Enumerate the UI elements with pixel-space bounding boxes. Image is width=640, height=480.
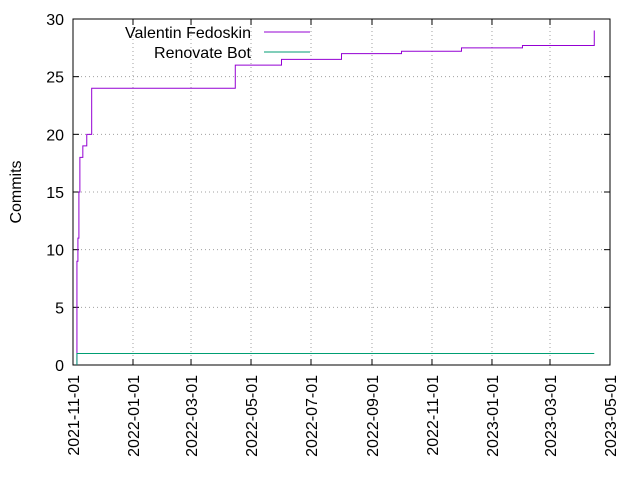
x-tick-label: 2021-11-01	[66, 375, 83, 456]
y-tick-label: 5	[55, 300, 64, 317]
x-tick-label: 2022-01-01	[126, 375, 143, 457]
x-tick-label: 2022-09-01	[365, 375, 382, 457]
series-line-1	[76, 30, 595, 365]
axis-ticks: 0 5 10 15 20 25 30 2021-11-01 2022-01-01 2022-03-…	[46, 12, 620, 457]
x-tick-label: 2022-03-01	[184, 375, 201, 457]
x-tick-label: 2022-05-01	[244, 375, 261, 457]
x-tick-label: 2022-07-01	[304, 375, 321, 457]
series-layer	[76, 30, 595, 365]
legend-label-1: Valentin Fedoskin	[125, 25, 251, 42]
y-tick-label: 25	[46, 70, 64, 87]
y-tick-label: 0	[55, 358, 64, 375]
series-line-2	[76, 352, 595, 365]
y-tick-label: 15	[46, 185, 64, 202]
legend: Valentin Fedoskin Renovate Bot	[125, 25, 310, 62]
y-tick-label: 20	[46, 127, 64, 144]
x-tick-label: 2023-03-01	[543, 375, 560, 457]
x-tick-label: 2023-01-01	[485, 375, 502, 457]
y-axis-label: Commits	[8, 160, 25, 223]
y-tick-label: 30	[46, 12, 64, 29]
legend-label-2: Renovate Bot	[154, 45, 252, 62]
grid-lines	[73, 19, 610, 365]
y-tick-label: 10	[46, 243, 64, 260]
x-tick-label: 2022-11-01	[425, 375, 442, 456]
x-tick-label: 2023-05-01	[603, 375, 620, 457]
